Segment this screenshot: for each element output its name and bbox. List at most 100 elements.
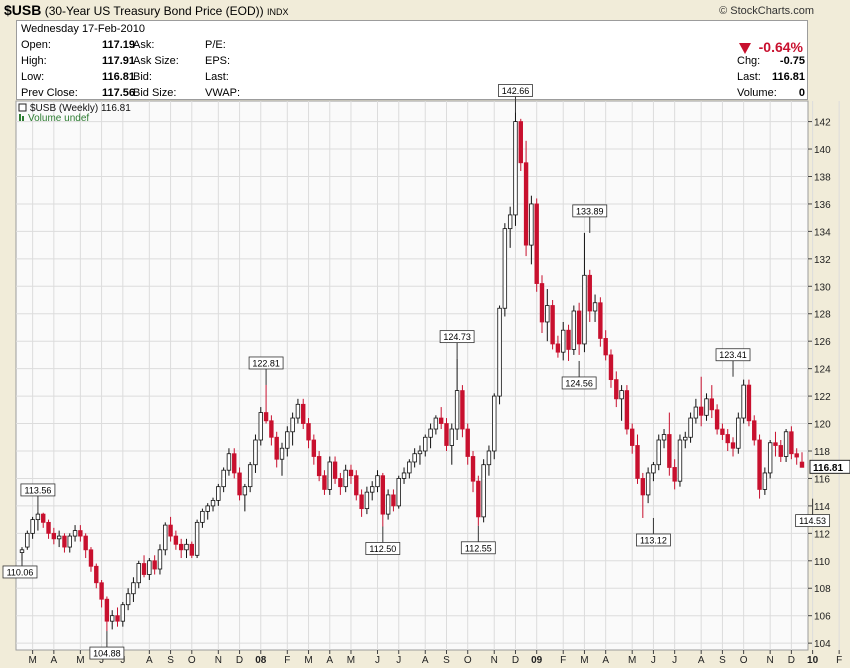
candle-body xyxy=(725,434,730,444)
candle-body xyxy=(301,403,306,424)
candle-body xyxy=(232,453,237,474)
y-tick-label: 124 xyxy=(814,365,831,376)
candle-body xyxy=(651,464,656,474)
annotation-label: 142.66 xyxy=(502,86,530,96)
candle-body xyxy=(136,563,141,584)
x-tick-label: F xyxy=(560,655,566,666)
candle-body xyxy=(752,420,757,441)
open-label: Open: xyxy=(21,39,51,51)
candle-body xyxy=(714,409,720,430)
candle-body xyxy=(720,428,725,435)
annotation-box xyxy=(636,533,671,547)
annotation-box xyxy=(795,514,831,528)
candle-body xyxy=(746,384,752,422)
candle-body xyxy=(645,472,651,496)
candle-body xyxy=(454,390,460,430)
y-tick-label: 136 xyxy=(814,200,831,211)
y-tick-label: 104 xyxy=(814,639,831,650)
candle-body xyxy=(364,491,370,510)
candle-body xyxy=(279,447,285,460)
candle-body xyxy=(412,453,417,463)
candle-body xyxy=(110,615,115,622)
candle-body xyxy=(375,475,380,488)
candle-body xyxy=(698,406,704,416)
symbol: $USB xyxy=(4,2,42,18)
candle-body xyxy=(348,469,354,477)
candle-body xyxy=(88,549,94,567)
high-value: 117.91 xyxy=(101,55,135,67)
candle-body xyxy=(523,162,529,246)
symbol-name: (30-Year US Treasury Bond Price (EOD)) xyxy=(44,4,264,18)
candle-body xyxy=(385,494,391,515)
candle-body xyxy=(778,445,783,457)
candle-body xyxy=(417,450,423,455)
candle-body xyxy=(295,403,301,419)
candle-body xyxy=(730,442,736,449)
candle-body xyxy=(640,478,646,496)
candle-body xyxy=(667,434,672,468)
candle-body xyxy=(46,521,51,534)
candle-body xyxy=(226,453,232,471)
last-price-marker: 116.81 xyxy=(809,459,850,474)
candle-body xyxy=(635,445,640,479)
candle-body xyxy=(624,390,630,430)
candle-body xyxy=(783,431,789,457)
candle-body xyxy=(184,543,189,551)
y-tick-label: 130 xyxy=(814,282,831,293)
candle-body xyxy=(221,469,226,488)
candle-body xyxy=(56,535,62,540)
low-label: Low: xyxy=(21,71,45,83)
y-axis: 104 106 108 110 112 114 116 118 120 122 124 126 128 1… xyxy=(808,118,831,650)
annotation-box xyxy=(498,84,533,97)
annotation-box xyxy=(572,204,608,218)
candle-body xyxy=(614,379,619,400)
annotation-label: 124.73 xyxy=(443,332,471,342)
candle-body xyxy=(502,228,508,309)
x-tick-label: O xyxy=(188,655,196,666)
x-axis: M A M J J A S O N D 08 F M A M J J A S O N D 09 F M A M J J A S O N D 10 F xyxy=(28,650,842,666)
annotation-label: 123.41 xyxy=(719,350,747,360)
candle-body xyxy=(470,456,476,482)
candle-body xyxy=(545,305,550,323)
candle-body xyxy=(587,274,592,312)
y-tick-label: 126 xyxy=(814,337,831,348)
candle-body xyxy=(582,274,587,345)
candle-body xyxy=(78,530,83,537)
x-tick-label: M xyxy=(580,655,588,666)
candle-body xyxy=(168,524,173,537)
candle-body xyxy=(550,305,555,345)
y-tick-label: 128 xyxy=(814,310,831,321)
x-tick-label: 09 xyxy=(531,655,543,666)
candle-body xyxy=(242,486,248,496)
candle-body xyxy=(247,464,253,488)
candle-body xyxy=(35,513,41,521)
stockcharts-credit[interactable]: © StockCharts.com xyxy=(719,5,814,17)
candle-body xyxy=(539,283,545,323)
candle-body xyxy=(354,475,359,496)
candle-body xyxy=(131,582,136,595)
y-tick-label: 110 xyxy=(814,557,830,568)
annotation-box xyxy=(439,330,475,344)
candle-body xyxy=(216,486,221,501)
candle-body xyxy=(497,307,502,397)
annotation-box xyxy=(715,348,751,362)
candle-body xyxy=(306,423,311,441)
candle-body xyxy=(274,436,279,460)
candle-body xyxy=(147,560,152,575)
x-tick-label: N xyxy=(767,655,774,666)
candle-body xyxy=(709,398,714,411)
high-label: High: xyxy=(21,55,47,67)
candle-body xyxy=(125,593,131,606)
y-tick-label: 114 xyxy=(814,502,830,513)
candle-body xyxy=(794,453,799,458)
bid-size-label: Bid Size: xyxy=(133,87,177,99)
x-tick-label: M xyxy=(76,655,84,666)
candle-body xyxy=(704,398,709,416)
chg-value: -0.75 xyxy=(779,55,805,67)
annotation-box xyxy=(460,541,496,555)
candle-body xyxy=(285,431,290,449)
candle-body xyxy=(672,467,677,482)
candle-body xyxy=(693,406,699,419)
candle-body xyxy=(433,417,439,430)
legend: $USB (Weekly) 116.81 Volume undef xyxy=(18,103,131,124)
